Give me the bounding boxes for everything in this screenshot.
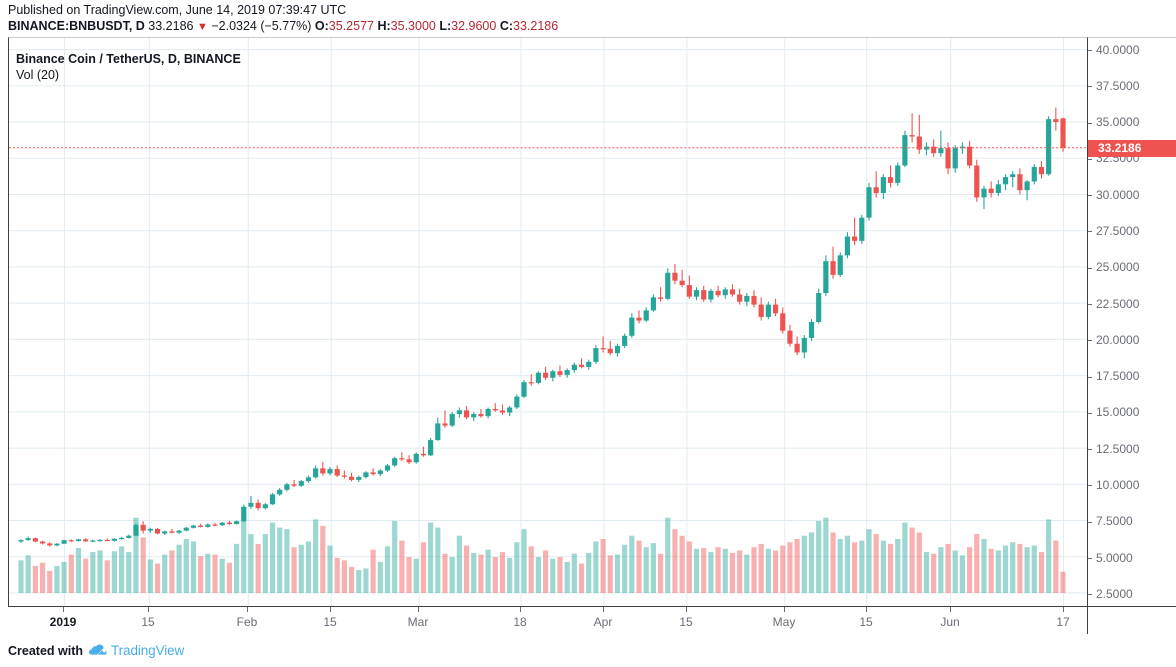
price-tick-label: 37.5000 [1088,79,1139,93]
candlestick-plot [9,38,1087,606]
tradingview-wordmark: TradingView [111,643,185,658]
time-tick-mark [1063,607,1064,612]
tick-mark [1088,49,1092,51]
high-value: 35.3000 [390,19,436,33]
last-price: 33.2186 [148,19,194,33]
price-tick-label: 15.0000 [1088,405,1139,419]
price-tick-label: 17.5000 [1088,369,1139,383]
time-tick-label: May [772,615,796,629]
tick-mark [1088,557,1092,559]
time-tick-mark [784,607,785,612]
tick-mark [1088,122,1092,124]
tick-mark [1088,594,1092,596]
time-tick-mark [418,607,419,612]
price-tick-label: 25.0000 [1088,260,1139,274]
price-tick-label: 30.0000 [1088,188,1139,202]
time-tick-label: Feb [236,615,258,629]
price-tick-label: 27.5000 [1088,224,1139,238]
time-tick-label: 15 [859,615,873,629]
current-price-badge[interactable]: 33.2186 [1088,139,1176,157]
chart-plot-area[interactable] [8,37,1087,606]
time-tick-label: 2019 [49,615,77,629]
footer: Created with TradingView [8,641,184,661]
down-triangle-icon: ▼ [196,21,208,33]
tick-mark [1088,376,1092,378]
time-tick-mark [603,607,604,612]
close-value: 33.2186 [513,19,559,33]
tick-mark [1088,449,1092,451]
tick-mark [1088,195,1092,197]
time-tick-label: 17 [1056,615,1070,629]
time-tick-mark [247,607,248,612]
tick-mark [1088,521,1092,523]
price-tick-label: 35.0000 [1088,115,1139,129]
symbol-label: BINANCE:BNBUSDT, D [8,19,145,33]
quote-summary-line: BINANCE:BNBUSDT, D 33.2186 ▼ −2.0324 (−5… [8,19,1168,35]
time-tick-mark [148,607,149,612]
tick-mark [1088,303,1092,305]
time-axis-separator [1087,606,1088,634]
time-tick-label: 18 [513,615,527,629]
low-label: L: [439,19,452,33]
time-axis[interactable]: 2019 15 Feb 15 Mar 18 Apr 15 May 15 Jun 17 [8,606,1176,634]
tick-mark [1088,412,1092,414]
open-label: O: [314,19,329,33]
tick-mark [1088,231,1092,233]
price-tick-label: 10.0000 [1088,478,1139,492]
tick-mark [1088,86,1092,88]
low-value: 32.9600 [451,19,497,33]
time-tick-mark [866,607,867,612]
tick-mark [1088,158,1092,160]
time-tick-mark [950,607,951,612]
close-label: C: [499,19,514,33]
created-with-label: Created with [8,644,84,658]
time-tick-label: 15 [323,615,337,629]
price-tick-label: 2.5000 [1088,587,1133,601]
published-line: Published on TradingView.com, June 14, 2… [8,3,347,17]
time-tick-label: Mar [407,615,429,629]
price-tick-label: 7.5000 [1088,514,1133,528]
price-change: −2.0324 (−5.77%) [211,19,312,33]
time-tick-mark [686,607,687,612]
time-tick-mark [63,607,64,612]
tick-mark [1088,485,1092,487]
tradingview-logo-icon [89,644,109,658]
price-tick-label: 5.0000 [1088,551,1133,565]
tick-mark [1088,340,1092,342]
tick-mark [1088,267,1092,269]
time-tick-label: 15 [679,615,693,629]
time-tick-mark [520,607,521,612]
time-tick-label: Apr [593,615,613,629]
price-tick-label: 40.0000 [1088,43,1139,57]
price-tick-label: 22.5000 [1088,297,1139,311]
high-label: H: [377,19,391,33]
price-axis[interactable]: 40.0000 37.5000 35.0000 32.5000 30.0000 27.50… [1087,37,1176,606]
time-tick-label: 15 [141,615,155,629]
price-tick-label: 12.5000 [1088,442,1139,456]
chart-header: Published on TradingView.com, June 14, 2… [8,2,1168,34]
time-tick-label: Jun [940,615,960,629]
price-tick-label: 20.0000 [1088,333,1139,347]
time-tick-mark [330,607,331,612]
open-value: 35.2577 [328,19,374,33]
